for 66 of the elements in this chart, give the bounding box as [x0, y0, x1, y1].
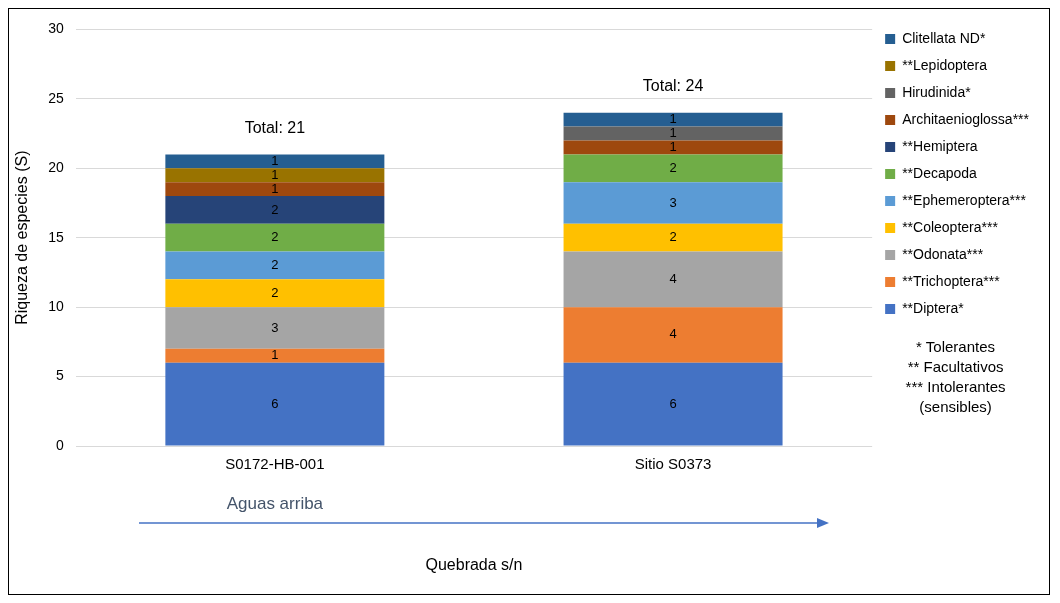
y-tick-label: 15 [48, 228, 64, 245]
bar [563, 126, 783, 141]
y-tick-label: 25 [48, 89, 64, 106]
text: Aguas arriba [226, 493, 324, 513]
y-tick-label: 0 [55, 436, 64, 453]
data-label: 4 [669, 326, 677, 342]
bar [165, 223, 385, 252]
data-label: 2 [271, 257, 279, 273]
legend-label: **Ephemeroptera*** [902, 191, 1027, 208]
y-tick-label: 5 [55, 367, 64, 384]
data-label: 1 [669, 111, 677, 127]
bar [165, 182, 385, 197]
legend-label: **Hemiptera [902, 137, 978, 154]
data-label: 2 [271, 229, 279, 245]
data-label: 1 [271, 152, 279, 168]
text: * Tolerantes [916, 338, 996, 356]
bar [563, 140, 783, 155]
bar [165, 348, 385, 363]
y-tick-label: 10 [48, 297, 64, 314]
y-tick-label: 30 [48, 20, 64, 37]
legend-label: Hirudinida* [902, 83, 972, 100]
data-label: 4 [669, 270, 677, 286]
data-label: 6 [271, 395, 279, 411]
data-label: 1 [669, 125, 677, 141]
text: Quebrada s/n [425, 556, 523, 574]
bar [563, 223, 783, 252]
data-label: 1 [271, 347, 279, 363]
bar [165, 362, 385, 446]
bar [165, 154, 385, 169]
legend-label: **Trichoptera*** [902, 272, 1001, 289]
bar [563, 154, 783, 183]
text: ** Facultativos [907, 358, 1004, 376]
data-label: 6 [669, 395, 677, 411]
bar [165, 279, 385, 308]
legend-label: **Odonata*** [902, 245, 984, 262]
text: *** Intolerantes (sensibles) [905, 378, 1006, 416]
data-label: 3 [669, 194, 677, 210]
legend-label: **Coleoptera*** [902, 218, 999, 235]
bar [165, 251, 385, 280]
legend-label: **Decapoda [902, 164, 978, 181]
data-label: 1 [271, 166, 279, 182]
data-label: 2 [669, 159, 677, 175]
total-label: Total: 24 [642, 77, 704, 95]
bar [563, 307, 783, 363]
total-label: Total: 21 [244, 118, 306, 136]
bar [563, 251, 783, 308]
data-label: 2 [271, 201, 279, 217]
y-tick-label: 20 [48, 159, 64, 176]
legend-label: Clitellata ND* [902, 29, 986, 46]
legend-label: **Lepidoptera [902, 56, 988, 73]
y-axis-title: Riqueza de especies (S) [13, 150, 31, 325]
bar [165, 196, 385, 224]
data-label: 1 [669, 139, 677, 155]
data-label: 3 [271, 319, 279, 335]
bar [165, 168, 385, 183]
legend-label: Architaenioglossa*** [902, 110, 1030, 127]
x-tick-label: S0172-HB-001 [225, 455, 325, 473]
bar [165, 307, 385, 349]
data-label: 2 [271, 284, 279, 300]
bar [563, 362, 783, 446]
x-tick-label: Sitio S0373 [634, 455, 712, 473]
bar [563, 112, 783, 127]
legend-label: **Diptera* [902, 299, 965, 316]
bar [563, 182, 783, 224]
data-label: 1 [271, 180, 279, 196]
data-label: 2 [669, 229, 677, 245]
